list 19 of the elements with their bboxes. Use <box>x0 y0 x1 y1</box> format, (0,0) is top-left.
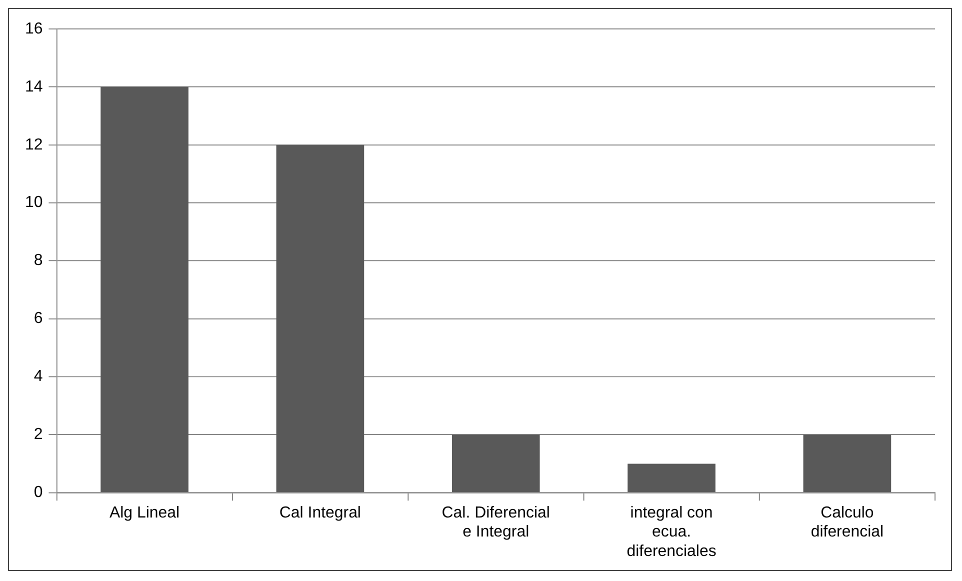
bar <box>100 86 188 492</box>
y-tick-label: 16 <box>24 20 43 38</box>
y-tick-label: 0 <box>34 484 43 502</box>
y-tick-label: 4 <box>34 368 43 386</box>
bar <box>276 144 364 492</box>
bar <box>628 464 716 492</box>
x-tick-label: Alg Lineal <box>110 504 180 522</box>
y-tick-label: 14 <box>24 78 43 96</box>
bar <box>803 434 892 492</box>
x-tick-label: Cal. Diferencial e Integral <box>442 504 550 541</box>
x-tick-label: integral con ecua. diferenciales <box>626 504 716 560</box>
y-tick-label: 2 <box>34 426 43 444</box>
x-tick-label: Calculo diferencial <box>810 504 884 541</box>
bar <box>452 434 540 492</box>
x-tick-label: Cal Integral <box>279 504 361 522</box>
y-tick-label: 6 <box>34 310 43 328</box>
y-tick-label: 10 <box>24 194 43 212</box>
y-tick-label: 12 <box>24 136 43 154</box>
y-tick-label: 8 <box>34 252 43 270</box>
